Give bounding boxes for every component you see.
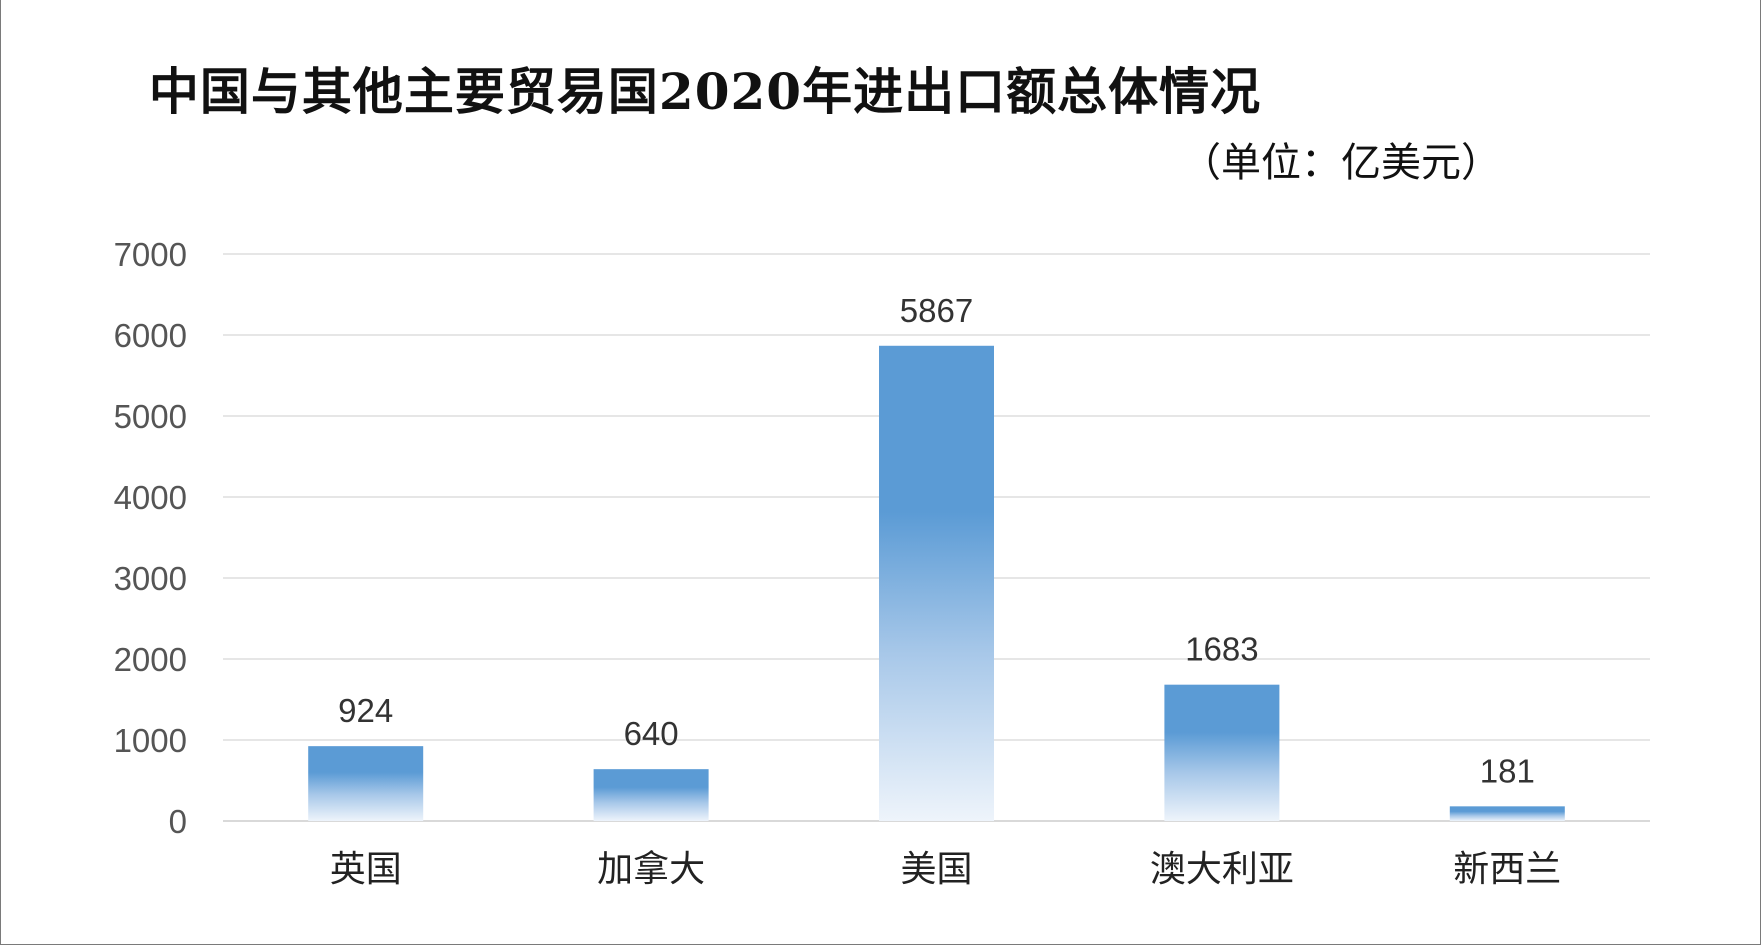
y-tick-label: 1000: [114, 722, 187, 759]
bar: [1164, 684, 1280, 821]
x-category-label: 澳大利亚: [1150, 849, 1294, 890]
data-label: 640: [624, 715, 679, 752]
y-tick-label: 5000: [114, 398, 187, 435]
y-tick-label: 0: [169, 803, 187, 840]
x-category-label: 新西兰: [1453, 849, 1561, 890]
data-label: 924: [338, 692, 393, 729]
y-tick-label: 7000: [114, 236, 187, 273]
x-category-label: 英国: [330, 849, 402, 890]
x-category-label: 加拿大: [597, 849, 705, 890]
bar: [593, 769, 709, 821]
x-category-label: 美国: [900, 849, 972, 890]
y-tick-label: 4000: [114, 479, 187, 516]
x-axis-categories: 英国 加拿大 美国 澳大利亚 新西兰: [330, 849, 1562, 890]
data-label: 1683: [1185, 631, 1258, 668]
bar: [1449, 806, 1565, 821]
bar: [308, 746, 424, 821]
y-tick-label: 2000: [114, 641, 187, 678]
data-label: 5867: [900, 292, 973, 329]
y-tick-label: 6000: [114, 317, 187, 354]
data-label: 181: [1480, 752, 1535, 789]
chart-subtitle: （单位：亿美元）: [1181, 140, 1501, 186]
data-labels: 924 640 5867 1683 181: [338, 292, 1535, 790]
bars: [308, 345, 1565, 821]
y-tick-label: 3000: [114, 560, 187, 597]
bar: [879, 345, 994, 821]
y-axis-ticks: 0 1000 2000 3000 4000 5000 6000 7000: [114, 236, 187, 840]
chart-title: 中国与其他主要贸易国2020年进出口额总体情况: [148, 62, 1262, 121]
